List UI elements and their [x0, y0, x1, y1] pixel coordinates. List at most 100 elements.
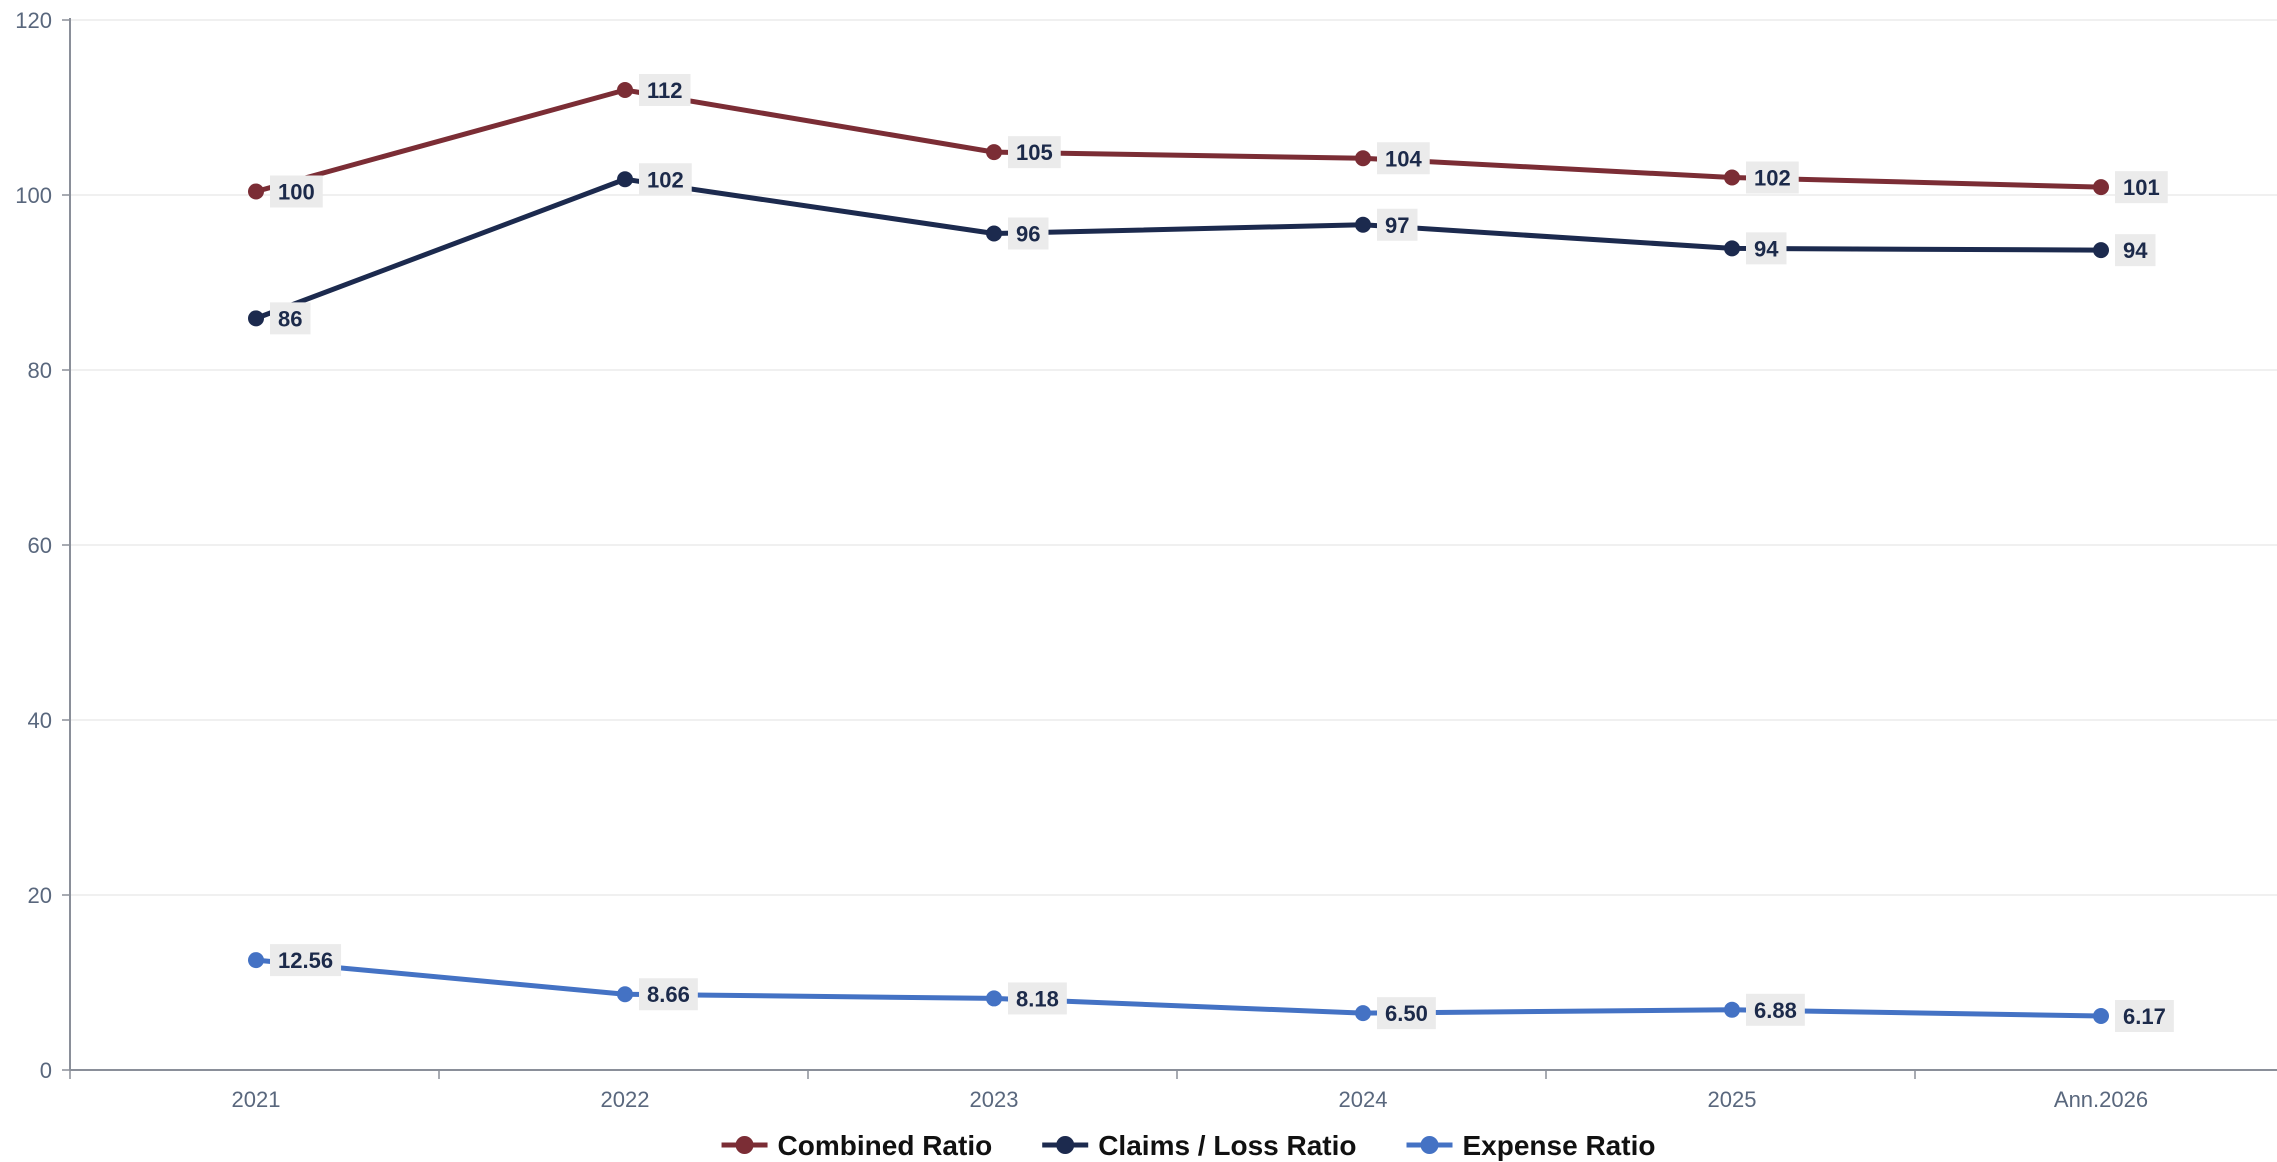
gridlines	[70, 19, 2277, 896]
x-tick-label: 2021	[232, 1087, 281, 1112]
data-label: 8.66	[639, 978, 698, 1011]
data-label: 102	[639, 163, 692, 196]
legend-label: Expense Ratio	[1463, 1130, 1656, 1161]
legend-symbol	[1042, 1136, 1089, 1154]
data-point	[986, 990, 1002, 1007]
data-label-box	[1377, 997, 1436, 1030]
data-point	[1724, 1001, 1740, 1018]
data-label-text: 102	[1754, 166, 1791, 191]
data-point	[248, 183, 264, 200]
data-point	[1724, 169, 1740, 186]
series-line-1	[253, 176, 2104, 321]
data-label-text: 97	[1385, 213, 1409, 238]
data-label-box	[1377, 208, 1418, 241]
data-label-text: 6.88	[1754, 998, 1797, 1023]
data-label: 102	[1746, 161, 1799, 194]
data-label: 6.88	[1746, 993, 1805, 1026]
data-label: 86	[270, 302, 311, 335]
series-line-2	[253, 957, 2104, 1019]
data-label: 105	[1008, 136, 1061, 169]
data-label-box	[2115, 171, 2168, 204]
data-label-box	[2115, 1000, 2174, 1033]
data-label-text: 8.66	[647, 982, 690, 1007]
data-point	[2093, 179, 2109, 196]
data-label-text: 104	[1385, 146, 1422, 171]
data-label-text: 105	[1016, 140, 1053, 165]
data-label-box	[270, 175, 323, 208]
y-tick-label: 20	[28, 883, 52, 908]
data-label-text: 96	[1016, 222, 1040, 247]
data-label: 8.18	[1008, 982, 1067, 1015]
data-label-box	[639, 978, 698, 1011]
legend-label: Claims / Loss Ratio	[1098, 1130, 1356, 1161]
data-label: 97	[1377, 208, 1418, 241]
axes: 0 20 40 60 80 100 120 2021 2022 2023 2024 2025 Ann.2…	[15, 8, 2277, 1112]
y-tick-label: 120	[15, 8, 52, 33]
legend-item-0: Combined Ratio	[721, 1130, 993, 1161]
data-point	[1355, 150, 1371, 167]
data-label-text: 94	[1754, 236, 1779, 261]
data-label-box	[639, 163, 692, 196]
data-label-box	[270, 944, 342, 977]
data-label-box	[270, 302, 311, 335]
data-label: 100	[270, 175, 323, 208]
data-label-box	[639, 74, 691, 106]
data-label-box	[1746, 161, 1799, 194]
y-tick-label: 100	[15, 183, 52, 208]
data-label-text: 6.17	[2123, 1004, 2166, 1029]
data-label: 6.17	[2115, 1000, 2174, 1033]
data-label-text: 8.18	[1016, 986, 1059, 1011]
x-tick-label: Ann.2026	[2054, 1087, 2148, 1112]
legend-item-1: Claims / Loss Ratio	[1042, 1130, 1357, 1161]
data-label: 94	[2115, 234, 2156, 267]
data-point	[248, 310, 264, 327]
data-label-box	[1008, 136, 1061, 169]
data-point	[617, 82, 633, 98]
data-label-box	[1008, 217, 1049, 250]
y-tick-label: 0	[40, 1058, 52, 1083]
legend: Combined Ratio Claims / Loss Ratio Expense…	[721, 1130, 1656, 1161]
data-point	[1724, 240, 1740, 257]
data-label: 6.50	[1377, 997, 1436, 1030]
data-label-box	[1746, 232, 1787, 265]
data-label: 104	[1377, 142, 1430, 175]
data-label-text: 6.50	[1385, 1001, 1428, 1026]
data-point	[248, 952, 264, 969]
data-label-text: 94	[2123, 238, 2148, 263]
legend-marker	[1056, 1136, 1075, 1154]
series-line-0	[253, 87, 2104, 194]
data-point	[2093, 242, 2109, 259]
y-tick-label: 80	[28, 358, 52, 383]
legend-symbol	[721, 1136, 768, 1154]
data-label: 101	[2115, 171, 2168, 204]
data-point	[986, 144, 1002, 161]
data-labels: 100 112 105 104 102 101 86 102 96 97 94 94 12.56 8.66…	[270, 74, 2174, 1033]
y-tick-label: 60	[28, 533, 52, 558]
data-label-text: 100	[278, 180, 315, 205]
data-point	[617, 986, 633, 1003]
data-label: 112	[639, 74, 691, 106]
data-label-text: 102	[647, 167, 684, 192]
data-point	[1355, 1005, 1371, 1022]
data-label: 94	[1746, 232, 1787, 265]
legend-item-2: Expense Ratio	[1406, 1130, 1656, 1161]
legend-marker	[735, 1136, 754, 1154]
data-label-text: 112	[647, 78, 683, 103]
data-label-box	[1377, 142, 1430, 175]
x-tick-label: 2023	[970, 1087, 1019, 1112]
data-label: 96	[1008, 217, 1049, 250]
legend-marker	[1420, 1136, 1439, 1154]
data-point	[617, 171, 633, 188]
data-label-text: 12.56	[278, 948, 333, 973]
legend-symbol	[1406, 1136, 1453, 1154]
data-label-text: 86	[278, 306, 302, 331]
data-point	[2093, 1008, 2109, 1025]
data-label: 12.56	[270, 944, 342, 977]
x-tick-label: 2022	[601, 1087, 650, 1112]
x-tick-label: 2024	[1339, 1087, 1388, 1112]
legend-label: Combined Ratio	[778, 1130, 993, 1161]
data-label-box	[1008, 982, 1067, 1015]
data-label-text: 101	[2123, 175, 2160, 200]
